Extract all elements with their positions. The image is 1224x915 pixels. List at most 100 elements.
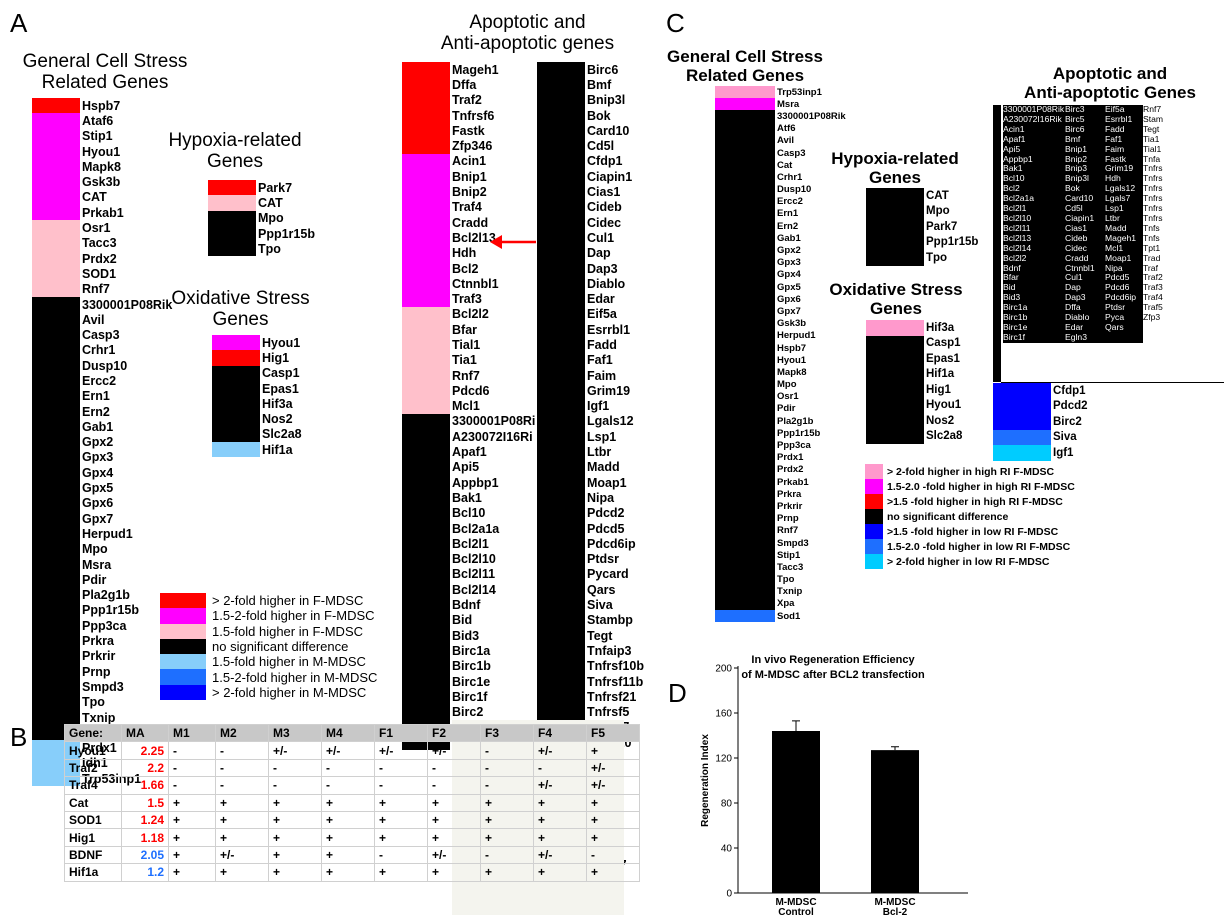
apop-gene-cell: Tnfs bbox=[1143, 233, 1173, 244]
gene-swatch bbox=[866, 397, 924, 413]
gene-swatch bbox=[32, 419, 80, 435]
gene-name: Crhr1 bbox=[777, 171, 803, 183]
gene-name: Nipa bbox=[587, 490, 615, 505]
table-ma-value: 2.2 bbox=[121, 758, 169, 778]
table-cell: - bbox=[268, 776, 322, 795]
gene-swatch bbox=[402, 199, 450, 215]
gene-swatch bbox=[537, 92, 585, 108]
gene-swatch bbox=[402, 322, 450, 338]
gene-swatch bbox=[715, 98, 775, 111]
gene-swatch bbox=[402, 459, 450, 476]
gene-name: Gsk3b bbox=[777, 318, 807, 330]
gene-name: Card10 bbox=[587, 123, 630, 138]
apop-gene-cell: Ltbr bbox=[1105, 213, 1143, 224]
gene-row: Tegt bbox=[537, 627, 644, 644]
gene-row: Tpo bbox=[32, 694, 172, 710]
gene-row: Birc2 bbox=[993, 414, 1088, 430]
gene-swatch bbox=[212, 411, 260, 427]
gene-name: Stambp bbox=[587, 613, 633, 628]
apop-gene-cell: Eif5a bbox=[1105, 105, 1143, 115]
gene-row: 3300001P08Rik bbox=[32, 296, 172, 313]
gene-row: Stip1 bbox=[715, 549, 846, 562]
gene-swatch bbox=[537, 306, 585, 323]
gene-swatch bbox=[208, 210, 256, 226]
gene-row: Pycard bbox=[537, 566, 644, 583]
gene-swatch bbox=[537, 689, 585, 705]
gene-row: Bcl2l10 bbox=[402, 551, 535, 567]
gene-name: Ciapin1 bbox=[587, 169, 633, 184]
gene-name: Ppp3ca bbox=[777, 440, 811, 452]
legend-item: 1.5-2-fold higher in F-MDSC bbox=[160, 608, 377, 624]
gene-swatch bbox=[715, 110, 775, 123]
gene-row: Bcl2l2 bbox=[402, 306, 535, 323]
gene-swatch bbox=[715, 207, 775, 221]
gene-name: Birc1e bbox=[452, 674, 491, 689]
table-cell: + bbox=[586, 810, 640, 830]
panel-a-general-title: General Cell Stress Related Genes bbox=[22, 51, 188, 93]
gene-swatch bbox=[715, 500, 775, 513]
gene-row: Dusp10 bbox=[715, 183, 846, 196]
gene-swatch bbox=[32, 327, 80, 343]
gene-name: Faf1 bbox=[587, 353, 613, 368]
gene-row: Gpx5 bbox=[715, 281, 846, 294]
gene-name: Appbp1 bbox=[452, 475, 499, 490]
gene-name: Bak1 bbox=[452, 490, 482, 505]
gene-swatch bbox=[715, 585, 775, 598]
gene-name: Cradd bbox=[452, 215, 489, 230]
gene-name: Birc1a bbox=[452, 643, 491, 658]
gene-swatch bbox=[715, 390, 775, 403]
gene-row: Mapk8 bbox=[715, 366, 846, 379]
gene-name: Diablo bbox=[587, 276, 626, 291]
gene-name: Pdcd6 bbox=[452, 383, 490, 398]
gene-name: Park7 bbox=[926, 220, 958, 233]
gene-row: Gpx5 bbox=[32, 480, 172, 496]
gene-name: Api5 bbox=[452, 460, 480, 475]
gene-row: Bcl2l13 bbox=[402, 230, 535, 246]
legend-label: > 2-fold higher in high RI F-MDSC bbox=[887, 465, 1055, 478]
gene-swatch bbox=[537, 413, 585, 430]
gene-name: Prkra bbox=[82, 634, 114, 649]
gene-swatch bbox=[32, 250, 80, 267]
gene-name: Bcl10 bbox=[452, 506, 486, 521]
gene-name: Ern2 bbox=[777, 220, 799, 232]
gene-row: Grim19 bbox=[537, 383, 644, 399]
gene-swatch bbox=[32, 526, 80, 542]
table-cell: +/- bbox=[586, 758, 640, 778]
apop-gene-cell: Birc3 bbox=[1065, 105, 1105, 115]
gene-name: Pdir bbox=[82, 572, 107, 587]
gene-name: Prdx2 bbox=[777, 464, 804, 476]
legend-label: >1.5 -fold higher in low RI F-MDSC bbox=[887, 525, 1059, 538]
gene-swatch bbox=[32, 220, 80, 236]
gene-name: Hif3a bbox=[926, 321, 955, 334]
gene-swatch bbox=[402, 520, 450, 537]
gene-swatch bbox=[715, 159, 775, 172]
gene-row: Prkrir bbox=[715, 500, 846, 513]
apop-gene-cell: A230072I16Rik bbox=[1003, 114, 1065, 125]
gene-name: Tnfrsf10b bbox=[587, 659, 644, 674]
gene-swatch bbox=[715, 488, 775, 501]
gene-swatch bbox=[32, 511, 80, 527]
legend-swatch bbox=[160, 593, 206, 609]
gene-name: Ercc2 bbox=[777, 196, 803, 208]
gene-swatch bbox=[402, 413, 450, 430]
gene-row: Igf1 bbox=[537, 398, 644, 414]
gene-swatch bbox=[715, 134, 775, 147]
gene-row: Slc2a8 bbox=[212, 426, 302, 443]
gene-name: Traf4 bbox=[452, 200, 482, 215]
gene-row: Hig1 bbox=[866, 382, 962, 398]
table-cell: +/- bbox=[321, 741, 375, 760]
gene-name: Dusp10 bbox=[777, 184, 812, 196]
gene-row: Avil bbox=[715, 134, 846, 147]
gene-swatch bbox=[402, 62, 450, 78]
apop-gene-cell: Cideb bbox=[1065, 233, 1105, 244]
gene-swatch bbox=[32, 618, 80, 634]
gene-swatch bbox=[537, 475, 585, 491]
gene-row: Prdx1 bbox=[715, 451, 846, 464]
gene-name: Gpx2 bbox=[777, 245, 801, 257]
gene-swatch bbox=[402, 673, 450, 690]
table-gene: BDNF bbox=[64, 845, 122, 865]
gene-name: Casp1 bbox=[262, 366, 300, 381]
gene-name: Madd bbox=[587, 460, 620, 475]
apop-gene-cell: Dffa bbox=[1065, 303, 1105, 314]
apop-gene-cell: 3300001P08Rik bbox=[1003, 105, 1065, 115]
